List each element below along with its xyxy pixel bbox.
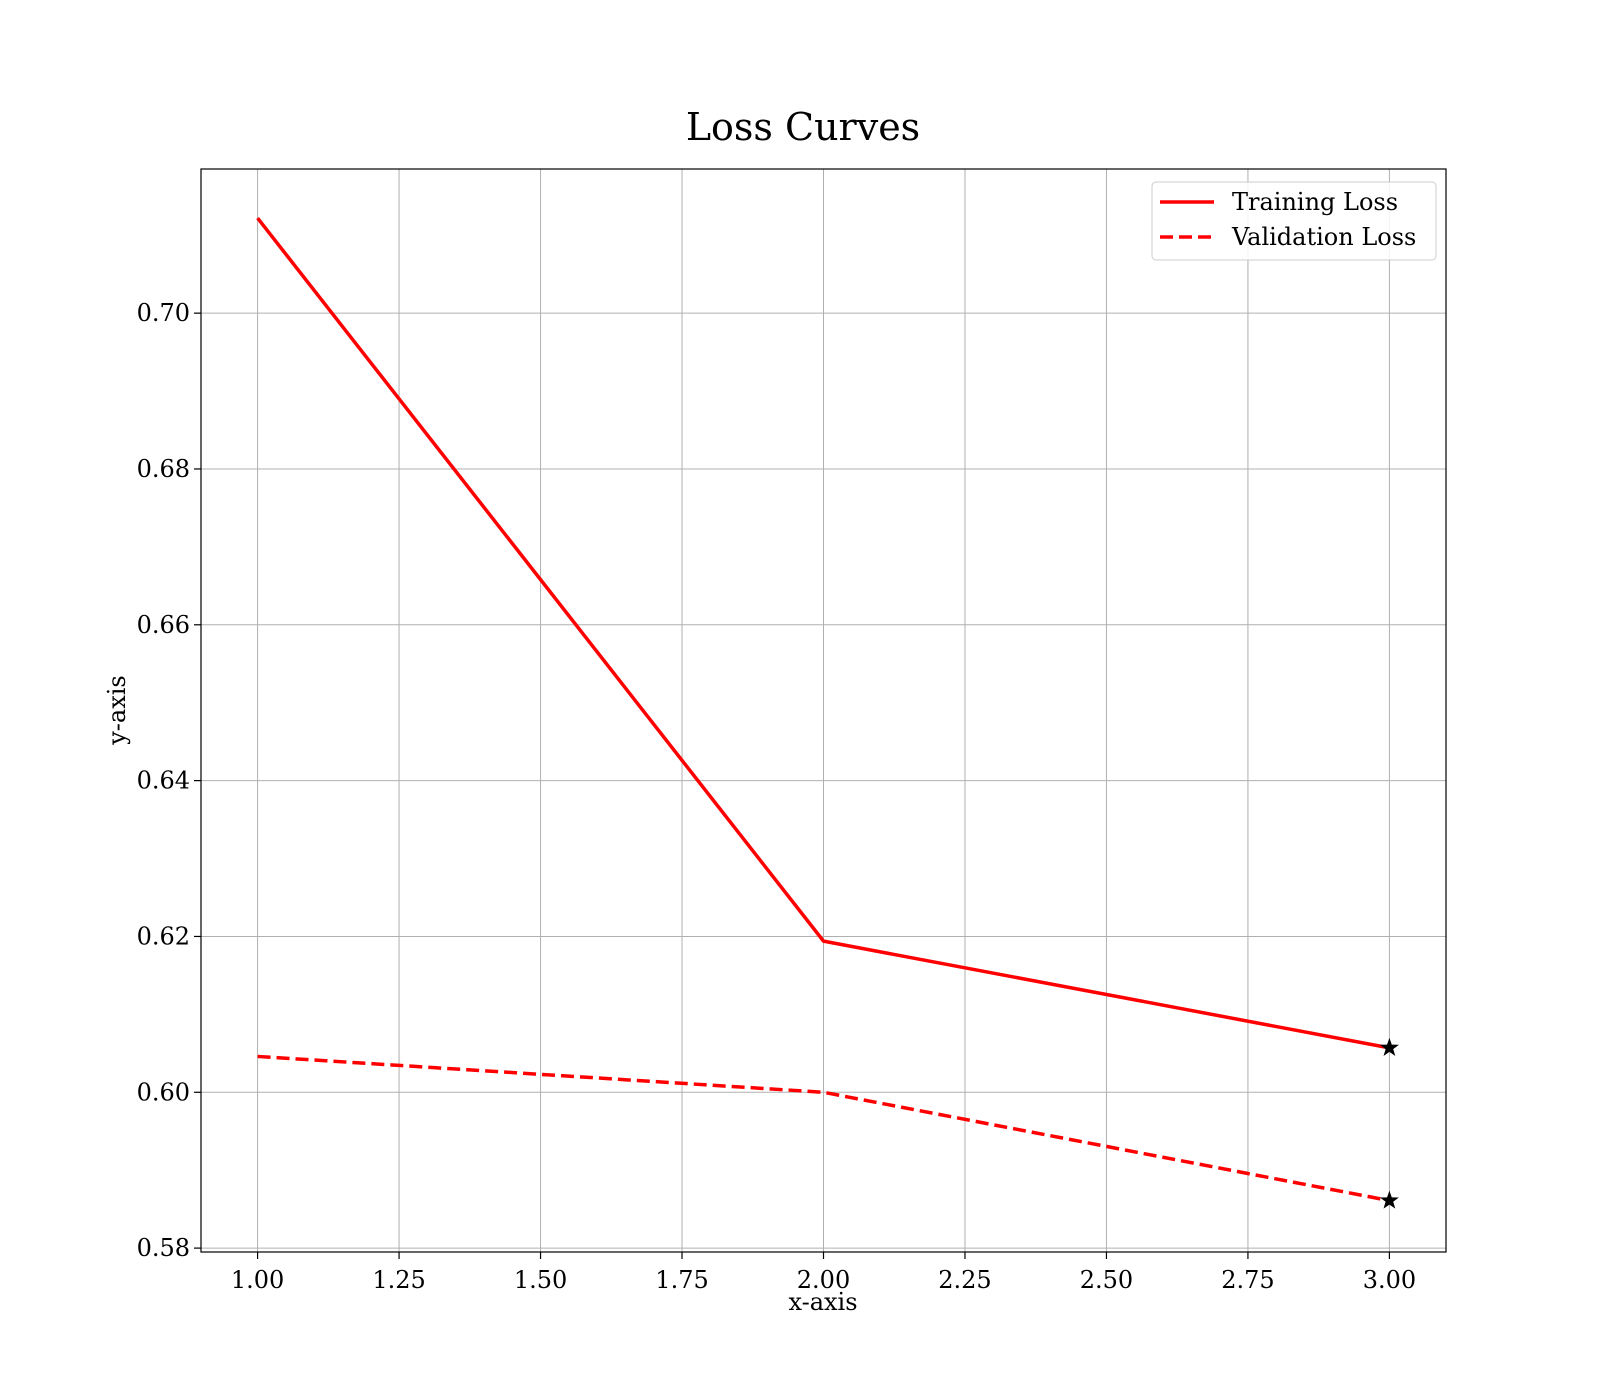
- series-line-validation-loss: [257, 1054, 1390, 1203]
- series-end-star-training-loss: [1379, 1037, 1399, 1056]
- x-tick-label: 3.00: [1363, 1266, 1416, 1294]
- x-tick-label: 1.75: [655, 1266, 708, 1294]
- y-tick-label: 0.64: [137, 767, 190, 795]
- y-tick-label: 0.62: [137, 922, 190, 950]
- x-tick-label: 2.75: [1221, 1266, 1274, 1294]
- y-axis-label: y-axis: [103, 675, 131, 746]
- grid-lines: [201, 169, 1446, 1252]
- x-tick-label: 1.50: [514, 1266, 567, 1294]
- x-tick-label: 2.25: [938, 1266, 991, 1294]
- legend-label-validation-loss: Validation Loss: [1231, 223, 1416, 251]
- y-tick-label: 0.58: [137, 1234, 190, 1262]
- legend-label-training-loss: Training Loss: [1232, 188, 1398, 216]
- y-axis-ticks: 0.58 0.60 0.62 0.64 0.66 0.68 0.70: [137, 299, 201, 1262]
- y-tick-label: 0.66: [137, 611, 190, 639]
- x-tick-label: 2.50: [1080, 1266, 1133, 1294]
- x-axis-label: x-axis: [788, 1288, 857, 1316]
- y-tick-label: 0.68: [137, 455, 190, 483]
- series-line-training-loss: [256, 217, 1390, 1050]
- plot-series: [256, 217, 1390, 1203]
- legend-box: [1151, 181, 1437, 261]
- y-tick-label: 0.60: [137, 1078, 190, 1106]
- x-tick-label: 1.00: [231, 1266, 284, 1294]
- series-end-markers: [1379, 1037, 1399, 1209]
- x-tick-label: 2.00: [797, 1266, 850, 1294]
- chart-title: Loss Curves: [686, 105, 920, 149]
- series-end-star-validation-loss: [1379, 1190, 1399, 1209]
- y-tick-label: 0.70: [137, 299, 190, 327]
- x-tick-label: 1.25: [372, 1266, 425, 1294]
- legend: Training Loss Validation Loss: [1151, 181, 1437, 261]
- x-axis-ticks: 1.00 1.25 1.50 1.75 2.00 2.25 2.50 2.75 3.00: [231, 1252, 1416, 1294]
